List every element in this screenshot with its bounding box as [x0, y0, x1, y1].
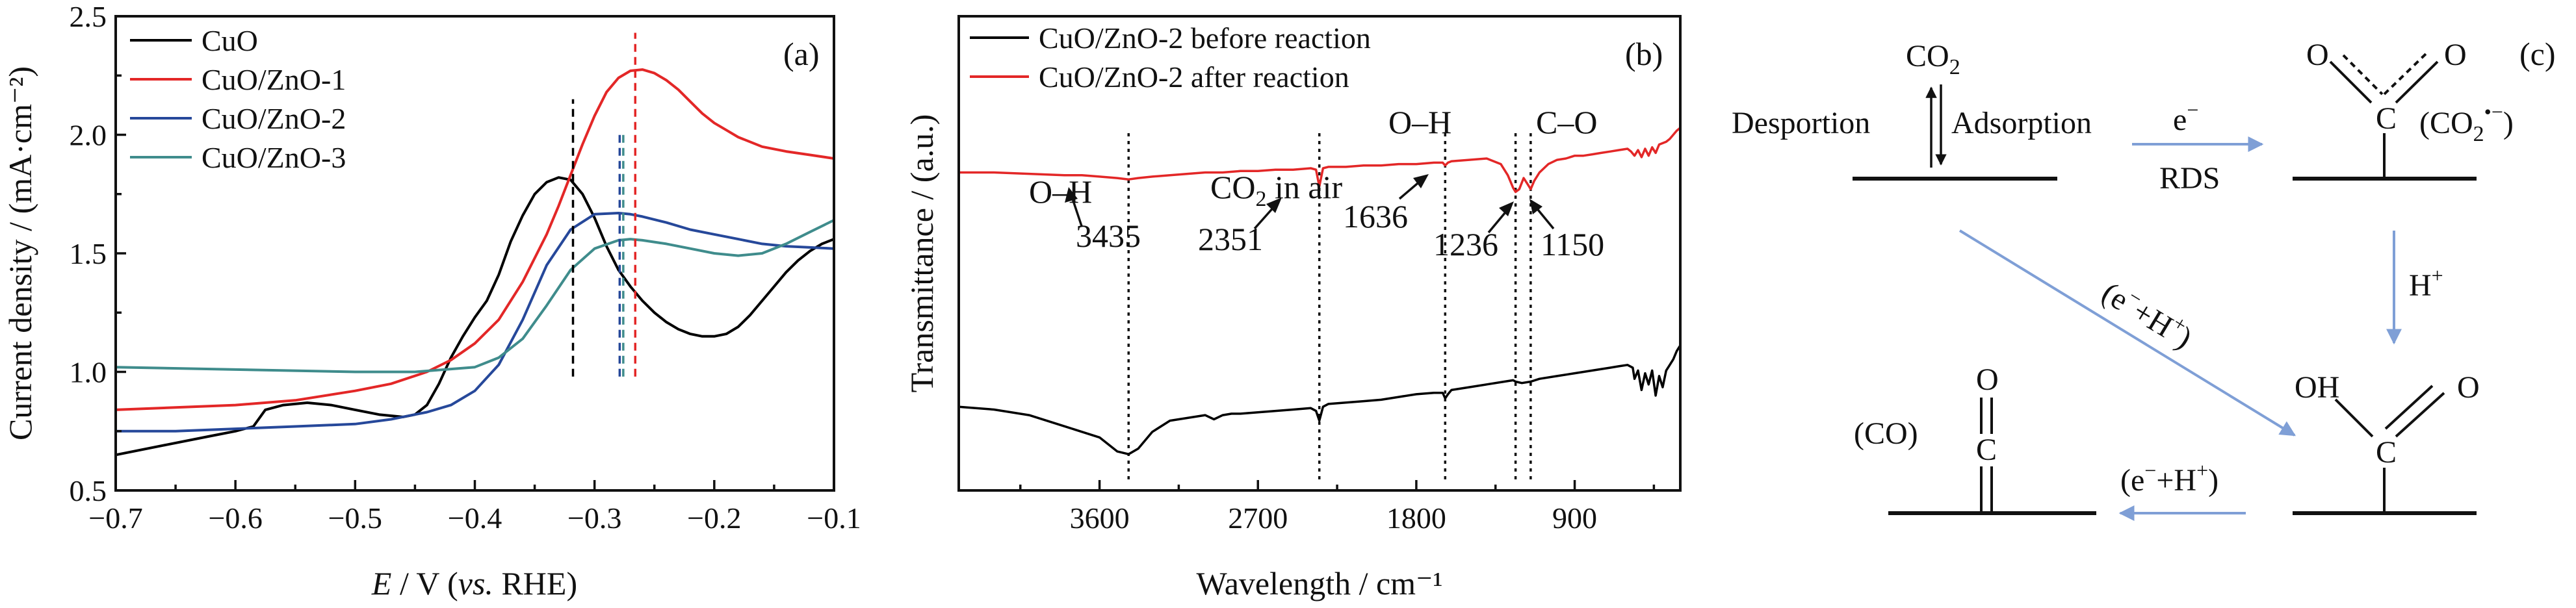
panel-c-label: (c): [2519, 36, 2556, 72]
proton-label: H+: [2409, 264, 2443, 303]
rds-label: RDS: [2159, 161, 2220, 196]
panel-a-label: (a): [783, 36, 820, 72]
panel-a-y-axis-label: Current density / (mA·cm⁻²): [2, 66, 38, 440]
adsorption-label: Adsorption: [1951, 106, 2092, 140]
panel-b-legend: CuO/ZnO-2 before reaction CuO/ZnO-2 after…: [970, 21, 1371, 94]
group-label-c-o: C–O: [1536, 104, 1597, 140]
x-tick-label: −0.4: [448, 501, 502, 535]
panel-a-x-ticks: −0.7 −0.6 −0.5 −0.4 −0.3 −0.2 −0.1: [88, 480, 861, 535]
group-label-oh-1: O–H: [1029, 173, 1092, 210]
panel-a-y-ticks: 0.5 1.0 1.5 2.0 2.5: [70, 0, 126, 507]
panel-a-legend: CuO CuO/ZnO-1 CuO/ZnO-2 CuO/ZnO-3: [130, 24, 346, 174]
group-label-co2-in-air: CO2 in air: [1210, 169, 1342, 211]
x-tick-label: −0.3: [567, 501, 621, 535]
peak-label-2351: 2351: [1198, 221, 1263, 257]
series-line-cuo: [115, 176, 835, 457]
x-tick-label: −0.5: [328, 501, 382, 535]
x-tick-label: −0.1: [807, 501, 861, 535]
concerted-arrow: [1958, 229, 2296, 437]
series-line-cuo-zno-3: [115, 219, 835, 374]
series-line-cuo-zno-2-before-reaction: [958, 344, 1682, 455]
x-tick-label: −0.6: [208, 501, 262, 535]
concerted-label: (e−+H+): [2096, 272, 2200, 355]
x-tick-label: −0.7: [88, 501, 142, 535]
peak-annotation-1150: 1150: [1529, 199, 1604, 262]
hydroxyl-label: OH: [2295, 370, 2339, 405]
legend-label-cuo-zno-3: CuO/ZnO-3: [202, 141, 346, 174]
panel-a-curves: [115, 68, 835, 457]
oxygen-atom-left: O: [2306, 38, 2329, 72]
group-label-oh-2: O–H: [1388, 104, 1451, 140]
second-electron-proton-label: (e−+H+): [2120, 459, 2218, 498]
peak-label-1150: 1150: [1541, 226, 1604, 262]
oxygen-atom-right: O: [2444, 38, 2467, 72]
x-tick-label: 3600: [1070, 501, 1130, 535]
x-tick-label: −0.2: [687, 501, 741, 535]
panel-b-ftir-chart: 3600 2700 1800 900 Wavelength / cm⁻¹ Transm…: [904, 15, 1682, 602]
carbon-atom: C: [2376, 101, 2397, 136]
series-line-cuo-zno-2-after-reaction: [959, 127, 1682, 194]
cooh-intermediate-structure: OH O C: [2295, 370, 2480, 513]
panel-b-peak-lines: [1127, 133, 1532, 481]
peak-annotation-3435: 3435: [1065, 187, 1141, 254]
legend-label-cuo-zno-2-before-reaction: CuO/ZnO-2 before reaction: [1039, 21, 1371, 55]
panel-b-x-ticks: 3600 2700 1800 900: [1019, 480, 1656, 535]
panel-b-curves: [958, 127, 1682, 455]
panel-b-y-axis-label: Transmittance / (a.u.): [904, 114, 940, 393]
co-label: (CO): [1854, 416, 1918, 451]
x-tick-label: 2700: [1228, 501, 1288, 535]
electron-label-top: e−: [2173, 98, 2198, 137]
y-tick-label: 2.0: [70, 119, 107, 152]
co2-radical-label: (CO2•−): [2419, 100, 2514, 146]
y-tick-label: 2.5: [70, 0, 107, 33]
oxygen-atom-cooh: O: [2457, 370, 2480, 405]
legend-label-cuo-zno-2: CuO/ZnO-2: [202, 102, 346, 135]
panel-a-current-density-chart: −0.7 −0.6 −0.5 −0.4 −0.3 −0.2 −0.1 0.5 1.0 1.5 2.…: [2, 0, 861, 602]
peak-label-1636: 1636: [1343, 198, 1408, 234]
panel-b-plot-frame: [957, 15, 1682, 492]
y-tick-label: 1.0: [70, 356, 107, 389]
x-tick-label: 900: [1552, 501, 1597, 535]
y-tick-label: 1.5: [70, 237, 107, 270]
peak-annotation-1236: 1236: [1433, 201, 1514, 262]
y-tick-label: 0.5: [70, 474, 107, 507]
co2-radical-anion-structure: O O C (CO2•−): [2306, 38, 2514, 179]
peak-annotation-1636: 1636: [1343, 174, 1429, 234]
oxygen-atom-co: O: [1976, 362, 1999, 397]
carbon-atom-co: C: [1976, 433, 1997, 467]
panel-b-x-axis-label: Wavelength / cm⁻¹: [1197, 565, 1443, 602]
co-product-structure: O C (CO): [1854, 362, 1999, 513]
series-line-cuo-zno-1: [115, 68, 835, 411]
x-tick-label: 1800: [1386, 501, 1446, 535]
legend-label-cuo-zno-2-after-reaction: CuO/ZnO-2 after reaction: [1039, 60, 1349, 94]
peak-annotation-2351: 2351: [1198, 197, 1282, 257]
legend-label-cuo-zno-1: CuO/ZnO-1: [202, 63, 346, 96]
peak-label-1236: 1236: [1433, 226, 1498, 262]
panel-b-label: (b): [1625, 36, 1663, 72]
co2-molecule-label: CO2: [1906, 39, 1960, 79]
series-line-cuo-zno-2: [116, 212, 835, 433]
panel-c-reaction-diagram: (c) CO2 Desportion Adsorption e− RDS O O…: [1732, 36, 2556, 521]
peak-label-3435: 3435: [1076, 218, 1141, 254]
legend-label-cuo: CuO: [202, 24, 258, 57]
panel-a-x-axis-label: E / V (vs. RHE): [371, 565, 577, 602]
panel-a-reference-lines: [571, 32, 637, 377]
carbon-atom-cooh: C: [2376, 435, 2397, 470]
desorption-label: Desportion: [1732, 106, 1870, 140]
